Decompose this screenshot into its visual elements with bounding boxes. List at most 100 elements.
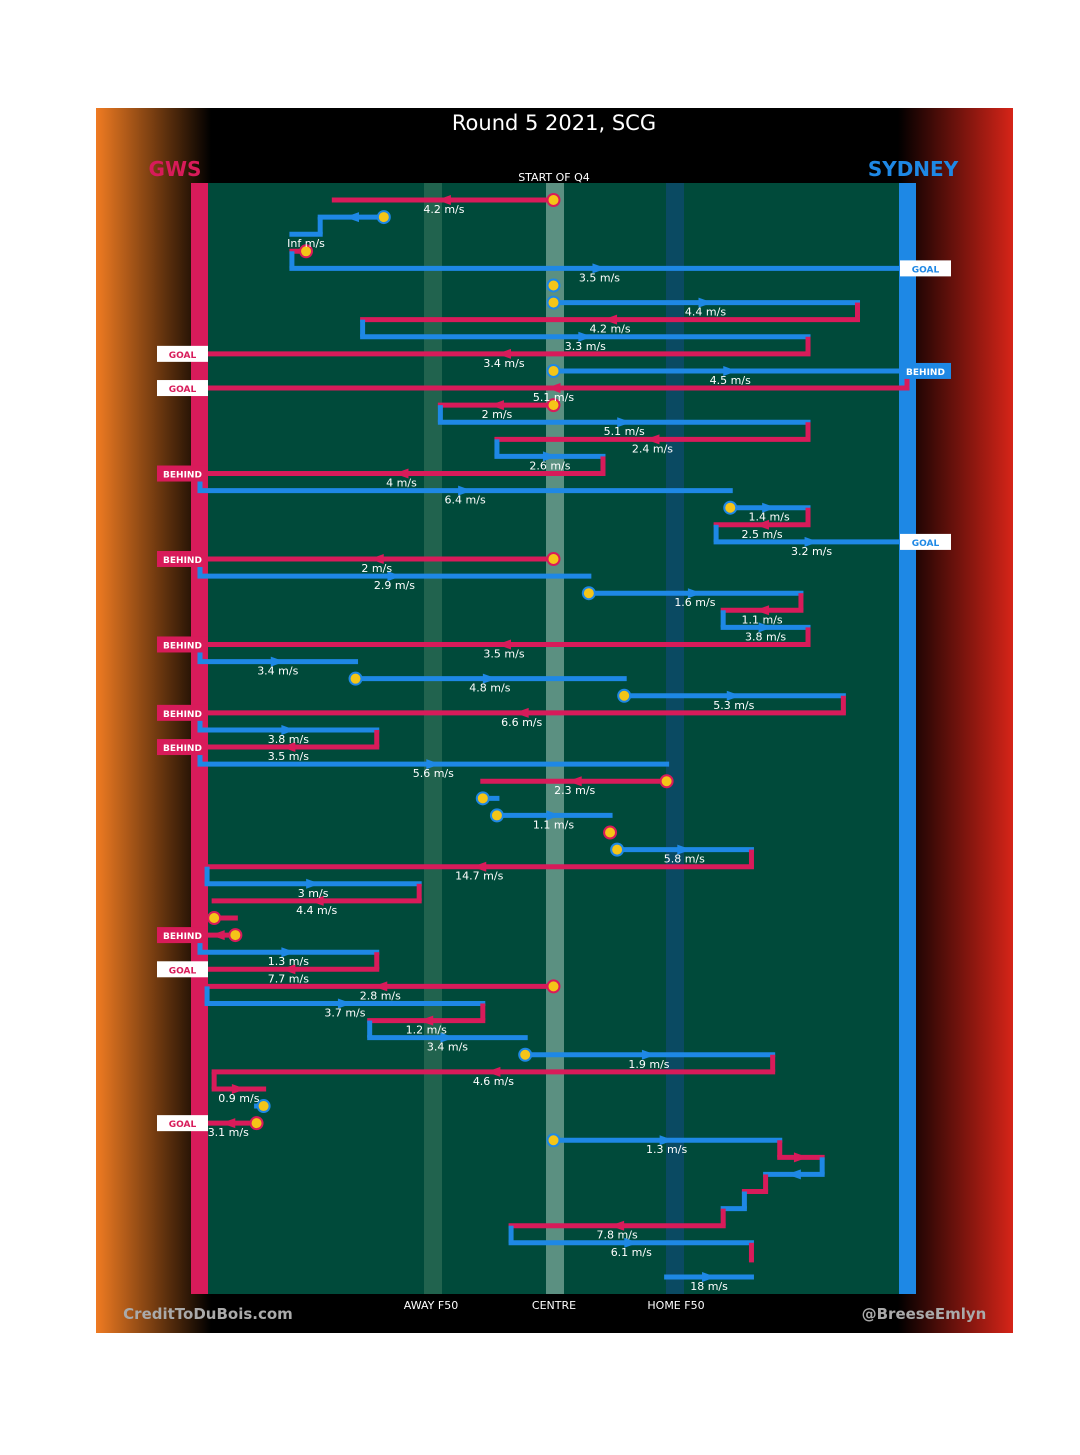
direction-arrow bbox=[394, 468, 409, 479]
direction-arrow bbox=[624, 1237, 639, 1248]
outcome-label: BEHIND bbox=[163, 744, 202, 754]
direction-arrow bbox=[702, 1272, 717, 1282]
outcome-badge bbox=[157, 636, 208, 653]
direction-arrow bbox=[546, 810, 561, 821]
direction-arrow bbox=[659, 1135, 674, 1146]
chain-segments bbox=[197, 195, 910, 1282]
stoppage-marker bbox=[546, 1133, 561, 1148]
outcome-label: BEHIND bbox=[163, 710, 202, 720]
stoppage-marker bbox=[723, 500, 738, 515]
speed-label: 4.4 m/s bbox=[685, 306, 726, 319]
speed-label: 1.2 m/s bbox=[406, 1024, 447, 1037]
direction-arrow bbox=[755, 519, 770, 530]
direction-arrow bbox=[567, 776, 582, 787]
speed-label: 1.6 m/s bbox=[674, 596, 715, 609]
direction-arrow bbox=[387, 571, 402, 582]
speed-label: 4.6 m/s bbox=[473, 1075, 514, 1088]
speed-label: 3.5 m/s bbox=[579, 271, 620, 284]
speed-label: 1.4 m/s bbox=[749, 511, 790, 524]
direction-arrow bbox=[281, 724, 296, 735]
speed-label: 7.8 m/s bbox=[597, 1229, 638, 1242]
home-f50-band bbox=[666, 183, 684, 1294]
stoppage-marker bbox=[581, 586, 596, 601]
axis-label-away-f50: AWAY F50 bbox=[404, 1299, 458, 1312]
speed-label: 3.4 m/s bbox=[257, 665, 298, 678]
away-goal-line bbox=[191, 183, 208, 1294]
speed-label: 1.3 m/s bbox=[646, 1143, 687, 1156]
home-team-label: SYDNEY bbox=[868, 157, 959, 181]
chart-title: Round 5 2021, SCG bbox=[452, 111, 656, 135]
direction-arrow bbox=[578, 331, 593, 342]
direction-arrow bbox=[482, 673, 497, 684]
stoppage-marker bbox=[228, 928, 243, 943]
stoppage-marker bbox=[546, 363, 561, 378]
credit-right: @BreeseEmlyn bbox=[862, 1305, 987, 1323]
stoppage-marker bbox=[518, 1047, 533, 1062]
direction-arrow bbox=[345, 212, 360, 223]
direction-arrow bbox=[436, 195, 451, 205]
direction-arrow bbox=[726, 690, 741, 701]
direction-arrow bbox=[758, 622, 773, 633]
speed-label: 5.3 m/s bbox=[713, 699, 754, 712]
speed-label: 3.8 m/s bbox=[268, 733, 309, 746]
speed-label: 4.2 m/s bbox=[589, 323, 630, 336]
direction-arrow bbox=[762, 502, 777, 513]
speed-label: 3.4 m/s bbox=[427, 1041, 468, 1054]
speed-label: 1.9 m/s bbox=[628, 1058, 669, 1071]
away-team-label: GWS bbox=[149, 157, 202, 181]
speed-label: 2.8 m/s bbox=[360, 989, 401, 1002]
stoppage-marker bbox=[376, 210, 391, 225]
speed-label: 5.1 m/s bbox=[533, 391, 574, 404]
outcome-label: BEHIND bbox=[906, 368, 945, 378]
direction-arrow bbox=[786, 1169, 801, 1180]
direction-arrow bbox=[281, 947, 296, 958]
stoppage-marker bbox=[617, 688, 632, 703]
outcome-label: GOAL bbox=[912, 265, 940, 275]
outcome-label: GOAL bbox=[169, 1120, 197, 1130]
direction-arrow bbox=[221, 1118, 236, 1129]
direction-arrow bbox=[373, 981, 388, 992]
outcome-badge bbox=[157, 380, 208, 397]
outcome-badge bbox=[157, 927, 208, 944]
direction-arrow bbox=[489, 400, 504, 411]
outcome-badge bbox=[157, 739, 208, 756]
direction-arrow bbox=[497, 348, 512, 359]
direction-arrow bbox=[426, 759, 441, 770]
stoppage-marker bbox=[207, 911, 222, 925]
stoppage-marker bbox=[348, 671, 363, 686]
credit-left: CreditToDuBois.com bbox=[123, 1305, 293, 1323]
chain-markers bbox=[207, 193, 738, 1148]
direction-arrow bbox=[592, 263, 607, 274]
speed-label: 2 m/s bbox=[361, 562, 392, 575]
stoppage-marker bbox=[546, 295, 561, 310]
direction-arrow bbox=[419, 1015, 434, 1026]
speed-label: 2.6 m/s bbox=[529, 459, 570, 472]
speed-label: 4.2 m/s bbox=[423, 203, 464, 216]
speed-label: 5.8 m/s bbox=[664, 853, 705, 866]
direction-arrow bbox=[440, 1032, 455, 1043]
direction-arrow bbox=[306, 878, 321, 889]
outcome-badge bbox=[900, 260, 951, 277]
stoppage-marker bbox=[249, 1116, 264, 1131]
direction-arrow bbox=[723, 365, 738, 376]
direction-arrow bbox=[486, 1066, 501, 1077]
outcome-badge bbox=[900, 362, 951, 379]
stoppage-marker bbox=[256, 1099, 271, 1114]
stoppage-marker bbox=[603, 825, 618, 840]
speed-label: 2.5 m/s bbox=[741, 528, 782, 541]
speed-label: 4.5 m/s bbox=[710, 374, 751, 387]
speed-label: 3 m/s bbox=[298, 887, 329, 900]
speed-label: 1.1 m/s bbox=[533, 818, 574, 831]
stoppage-marker bbox=[546, 398, 561, 413]
outcome-badge bbox=[157, 704, 208, 721]
outcome-badge bbox=[157, 551, 208, 567]
speed-label: 4.8 m/s bbox=[469, 682, 510, 695]
chart-subtitle: START OF Q4 bbox=[518, 171, 590, 184]
outcome-badges: GOAL GOAL BEHIND GOAL BEHIND GOAL BEHIND BEHIND… bbox=[157, 260, 951, 1132]
direction-arrow bbox=[309, 895, 324, 906]
direction-arrow bbox=[546, 383, 561, 394]
outcome-badge bbox=[157, 345, 208, 362]
home-glow bbox=[898, 108, 1013, 1333]
outcome-badge bbox=[900, 533, 951, 550]
